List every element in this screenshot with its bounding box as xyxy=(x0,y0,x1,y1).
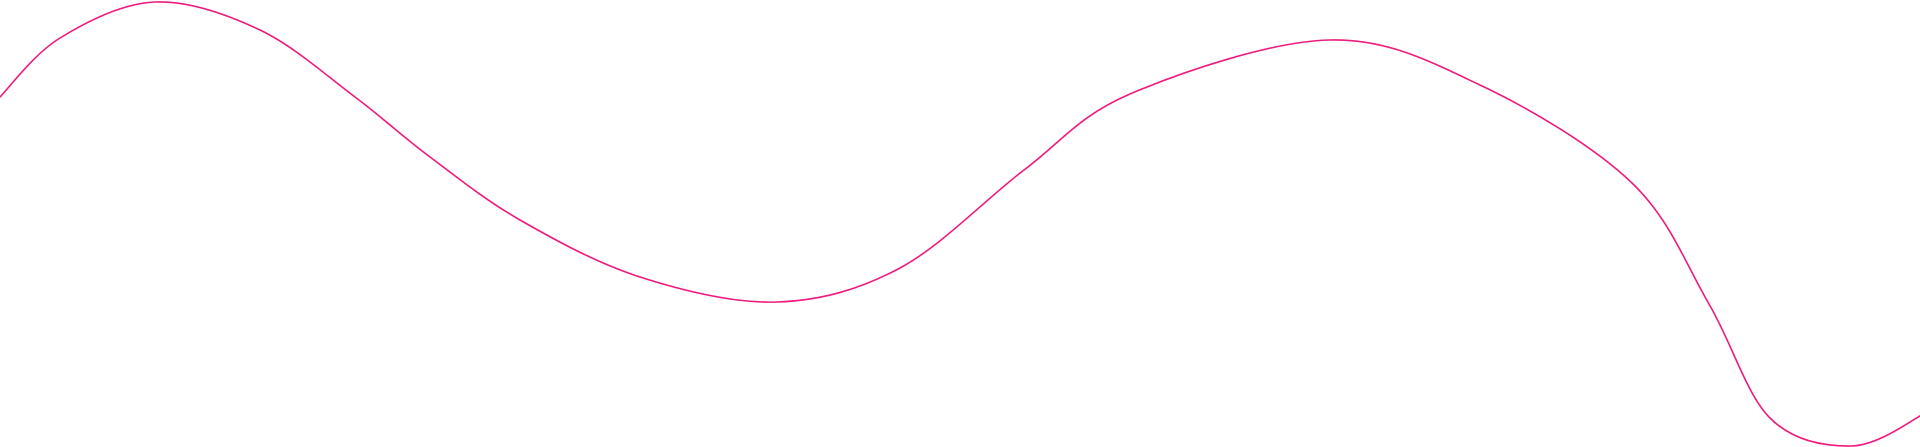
decorative-wave xyxy=(0,1,1920,447)
wave-line xyxy=(0,1,1920,447)
